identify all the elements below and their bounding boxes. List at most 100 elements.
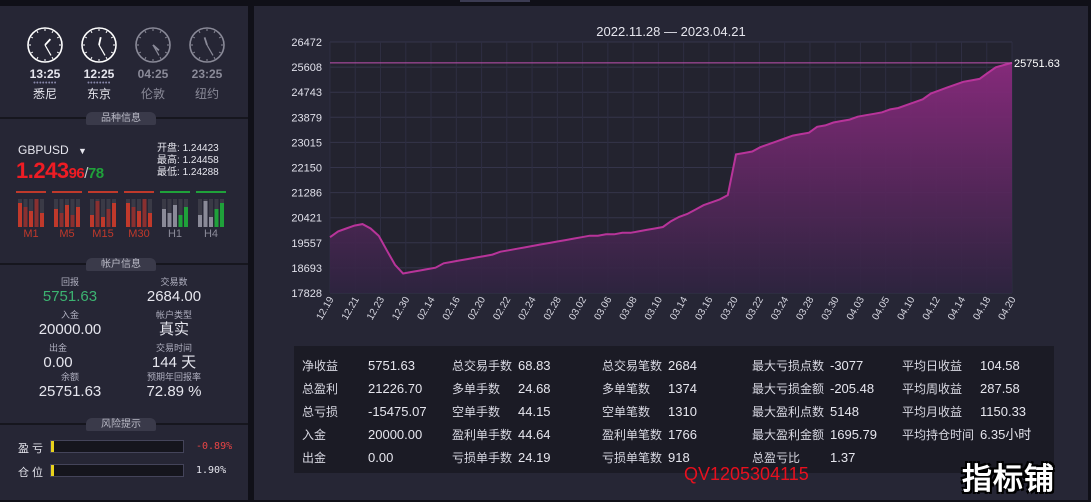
stat-value: 1.37 bbox=[830, 450, 856, 465]
annual-value: 72.89 % bbox=[146, 383, 202, 400]
account-balance: 余额 25751.63 bbox=[20, 372, 120, 401]
section-symbol-info: 品种信息 bbox=[0, 112, 248, 125]
y-tick-label: 17828 bbox=[291, 288, 322, 300]
stat-value: 20000.00 bbox=[368, 427, 423, 442]
equity-line bbox=[329, 61, 1013, 275]
clock-time: 12:25 bbox=[83, 67, 115, 81]
x-tick-label: 03.28 bbox=[794, 295, 816, 323]
top-indicator-line bbox=[460, 0, 530, 2]
timeframe-label[interactable]: H4 bbox=[203, 228, 219, 240]
x-tick-label: 03.08 bbox=[618, 295, 640, 323]
symbol-selector[interactable]: GBPUSD ▼ bbox=[18, 143, 87, 157]
world-clocks: 13:25••••••••悉尼12:25••••••••东京04:25•••••… bbox=[18, 26, 238, 106]
price-quote: 1.24396/78 bbox=[16, 158, 104, 183]
chart-title: 2022.11.28 — 2023.04.21 bbox=[596, 24, 746, 39]
stat-label: 最大盈利点数 bbox=[752, 405, 825, 419]
stat-label: 最大盈利金额 bbox=[752, 428, 825, 442]
stat-label: 总亏损 bbox=[302, 405, 339, 419]
low-value: 1.24288 bbox=[182, 167, 219, 178]
stat-row: 最大盈利金额 1695.79 bbox=[752, 423, 877, 446]
stat-label: 最大亏损点数 bbox=[752, 359, 825, 373]
x-tick-label: 03.24 bbox=[769, 295, 791, 323]
clock-time: 23:25 bbox=[191, 67, 223, 81]
withdraw-value: 0.00 bbox=[43, 354, 73, 371]
contact-watermark: QV1205304115 bbox=[684, 464, 809, 484]
stat-row: 多单手数 24.68 bbox=[452, 377, 551, 400]
stat-value: 5751.63 bbox=[368, 358, 415, 373]
stat-row: 总交易手数 68.83 bbox=[452, 354, 551, 377]
open-label: 开盘: bbox=[157, 143, 180, 154]
y-tick-label: 23015 bbox=[291, 137, 322, 149]
account-days: 交易时间 144 天 bbox=[124, 343, 224, 372]
days-value: 144 天 bbox=[151, 354, 197, 371]
stat-label: 平均月收益 bbox=[902, 405, 963, 419]
stat-value: 44.15 bbox=[518, 404, 551, 419]
timeframe-label[interactable]: M15 bbox=[92, 228, 114, 240]
stat-value: 1374 bbox=[668, 381, 697, 396]
low-label: 最低: bbox=[157, 167, 180, 178]
x-tick-label: 02.20 bbox=[466, 295, 488, 323]
stat-value: 2684 bbox=[668, 358, 697, 373]
timeframe-signal-m5[interactable] bbox=[52, 191, 82, 227]
stat-value: 68.83 bbox=[518, 358, 551, 373]
return-value: 5751.63 bbox=[42, 288, 98, 305]
stat-value: 0.00 bbox=[368, 450, 394, 465]
left-info-panel: 13:25••••••••悉尼12:25••••••••东京04:25•••••… bbox=[0, 6, 248, 500]
clock-1: 12:25 •••••••• 东京 bbox=[72, 26, 126, 106]
section-risk: 风险提示 bbox=[0, 418, 248, 431]
stat-label: 亏损单笔数 bbox=[602, 451, 663, 465]
ohlc-info: 开盘: 1.24423 最高: 1.24458 最低: 1.24288 bbox=[157, 143, 219, 179]
clock-icon bbox=[135, 27, 171, 63]
clock-3: 23:25••••••••纽约 bbox=[180, 26, 234, 106]
x-tick-label: 04.18 bbox=[971, 295, 993, 323]
risk-profit-value: -0.89% bbox=[196, 441, 233, 452]
price-ask-tail: 78 bbox=[87, 165, 104, 182]
timeframe-label[interactable]: H1 bbox=[167, 228, 183, 240]
stat-value: -15475.07 bbox=[368, 404, 427, 419]
timeframe-label[interactable]: M1 bbox=[23, 228, 39, 240]
clock-time: 04:25 bbox=[137, 67, 169, 81]
stat-value: 21226.70 bbox=[368, 381, 423, 396]
equity-chart-panel: 2022.11.28 — 2023.04.21 26472 25608 24743 2… bbox=[254, 6, 1088, 500]
stat-value: 24.68 bbox=[518, 381, 551, 396]
x-tick-label: 02.24 bbox=[517, 295, 539, 323]
stat-label: 净收益 bbox=[302, 359, 339, 373]
stat-value: 104.58 bbox=[980, 358, 1020, 373]
stat-value: -205.48 bbox=[830, 381, 875, 396]
x-tick-label: 04.14 bbox=[946, 295, 968, 323]
clock-icon bbox=[81, 27, 117, 63]
type-value: 真实 bbox=[158, 321, 189, 338]
lots-label: 交易数 bbox=[160, 277, 188, 287]
stat-row: 空单笔数 1310 bbox=[602, 400, 697, 423]
timeframe-signal-m30[interactable] bbox=[124, 191, 154, 227]
open-value: 1.24423 bbox=[182, 143, 219, 154]
account-deposit: 入金 20000.00 bbox=[20, 310, 120, 339]
stat-row: 平均月收益 1150.33 bbox=[902, 400, 1031, 423]
timeframe-signal-h4[interactable] bbox=[196, 191, 226, 227]
stat-label: 亏损单手数 bbox=[452, 451, 513, 465]
clock-2: 04:25••••••••伦敦 bbox=[126, 26, 180, 106]
x-tick-label: 03.22 bbox=[744, 295, 766, 323]
x-tick-label: 03.16 bbox=[693, 295, 715, 323]
x-tick-label: 02.22 bbox=[491, 295, 513, 323]
y-tick-label: 26472 bbox=[291, 37, 322, 49]
x-tick-label: 02.28 bbox=[542, 295, 564, 323]
section-title: 帐户信息 bbox=[86, 258, 156, 271]
timeframe-label[interactable]: M5 bbox=[59, 228, 75, 240]
stat-row: 最大盈利点数 5148 bbox=[752, 400, 877, 423]
stat-label: 平均周收益 bbox=[902, 382, 963, 396]
y-tick-label: 22150 bbox=[291, 163, 322, 175]
stat-value: 1766 bbox=[668, 427, 697, 442]
timeframe-signal-h1[interactable] bbox=[160, 191, 190, 227]
stat-row: 盈利单手数 44.64 bbox=[452, 423, 551, 446]
timeframe-label[interactable]: M30 bbox=[128, 228, 150, 240]
stat-column: 平均日收益 104.58 平均周收益 287.58 平均月收益 1150.33 平均持仓时间… bbox=[902, 354, 1031, 446]
stat-row: 总交易笔数 2684 bbox=[602, 354, 697, 377]
return-label: 回报 bbox=[60, 277, 79, 287]
stat-row: 总亏损 -15475.07 bbox=[302, 400, 427, 423]
stat-value: 6.35小时 bbox=[980, 427, 1032, 442]
y-tick-label: 21286 bbox=[291, 188, 322, 200]
timeframe-signal-m1[interactable] bbox=[16, 191, 46, 227]
price-bid-tail: 96 bbox=[68, 165, 85, 182]
timeframe-signal-m15[interactable] bbox=[88, 191, 118, 227]
